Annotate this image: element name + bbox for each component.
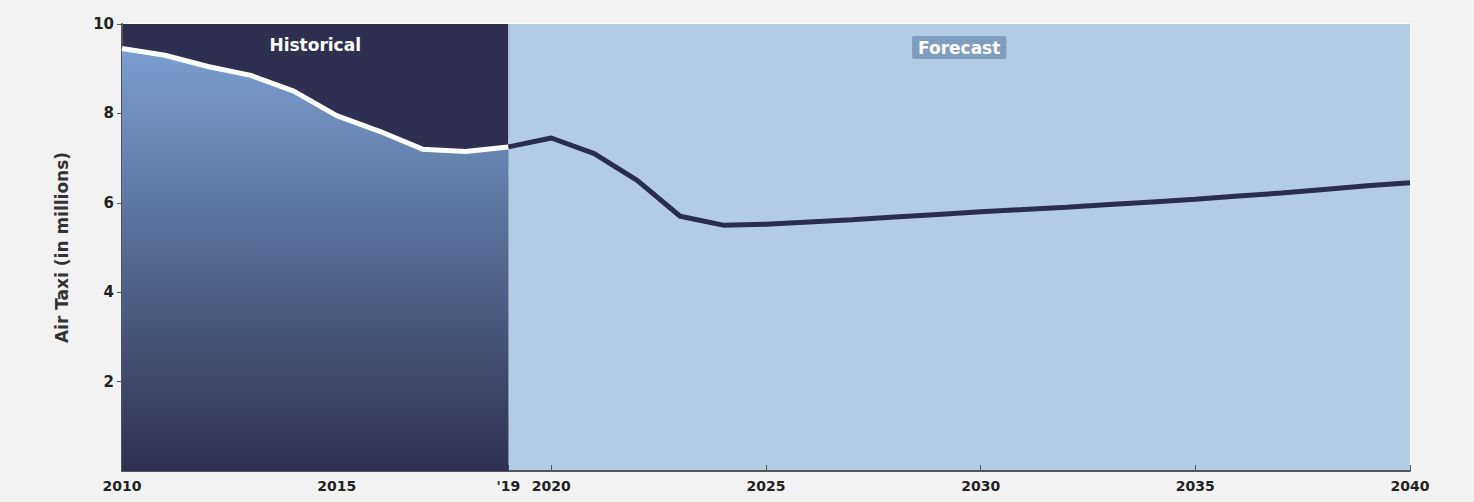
svg-text:10: 10: [93, 15, 114, 33]
svg-text:2025: 2025: [747, 478, 786, 494]
svg-text:8: 8: [104, 104, 114, 122]
svg-text:'19: '19: [497, 478, 521, 494]
svg-text:6: 6: [104, 194, 114, 212]
svg-text:2015: 2015: [317, 478, 356, 494]
svg-text:4: 4: [104, 283, 114, 301]
svg-text:2040: 2040: [1391, 478, 1430, 494]
svg-text:2020: 2020: [532, 478, 571, 494]
svg-text:Air Taxi (in millions): Air Taxi (in millions): [52, 152, 72, 343]
svg-text:Historical: Historical: [269, 35, 361, 55]
svg-text:2010: 2010: [103, 478, 142, 494]
svg-text:2: 2: [104, 373, 114, 391]
svg-text:Forecast: Forecast: [918, 38, 1000, 58]
svg-text:2030: 2030: [961, 478, 1000, 494]
svg-text:2035: 2035: [1176, 478, 1215, 494]
